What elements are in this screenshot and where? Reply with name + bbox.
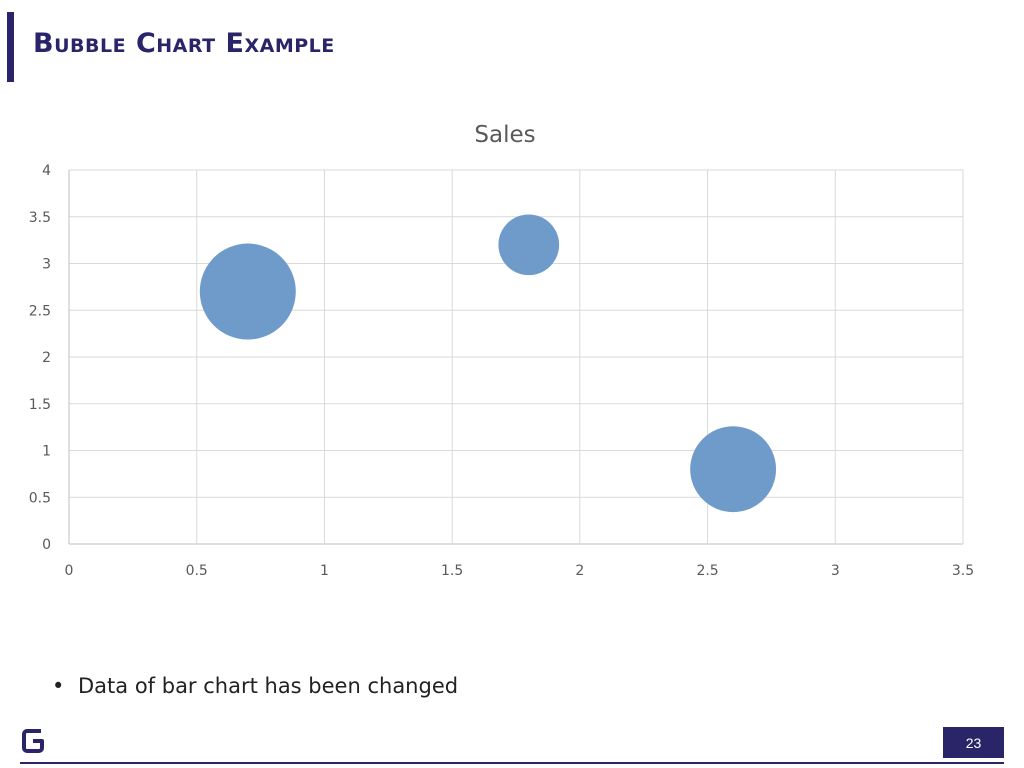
footer-divider: [20, 762, 1004, 764]
x-tick-label: 0.5: [186, 563, 208, 579]
bubble-point: [199, 243, 296, 340]
x-tick-label: 0: [65, 563, 74, 579]
x-tick-label: 1: [320, 563, 329, 579]
bullet-text: Data of bar chart has been changed: [78, 674, 459, 698]
y-tick-label: 3: [42, 257, 51, 273]
y-tick-label: 0: [42, 537, 51, 553]
title-accent-bar: [7, 12, 14, 82]
x-tick-label: 2: [575, 563, 584, 579]
bubble-chart: Sales 0 0.5 1 1.5 2 2.5 3 3.5 4 0 0.5 1 1.5 2 2.5 3 3.5: [29, 122, 974, 579]
y-tick-label: 4: [42, 163, 51, 179]
slide-title: Bubble Chart Example: [33, 28, 335, 59]
y-tick-label: 2.5: [29, 303, 51, 319]
x-tick-label: 2.5: [696, 563, 718, 579]
y-tick-label: 1: [42, 444, 51, 460]
y-tick-label: 2: [42, 350, 51, 366]
y-tick-label: 1.5: [29, 397, 51, 413]
x-tick-label: 3: [831, 563, 840, 579]
y-tick-label: 3.5: [29, 210, 51, 226]
x-tick-label: 1.5: [441, 563, 463, 579]
bullet-item: • Data of bar chart has been changed: [52, 674, 458, 698]
bullet-dot: •: [52, 674, 65, 698]
bubble-point: [498, 214, 560, 276]
chart-title: Sales: [474, 122, 535, 148]
x-tick-label: 3.5: [952, 563, 974, 579]
bubble-point: [690, 426, 777, 513]
g-logo-icon: [22, 729, 44, 753]
page-number: 23: [943, 727, 1004, 758]
y-tick-label: 0.5: [29, 490, 51, 506]
